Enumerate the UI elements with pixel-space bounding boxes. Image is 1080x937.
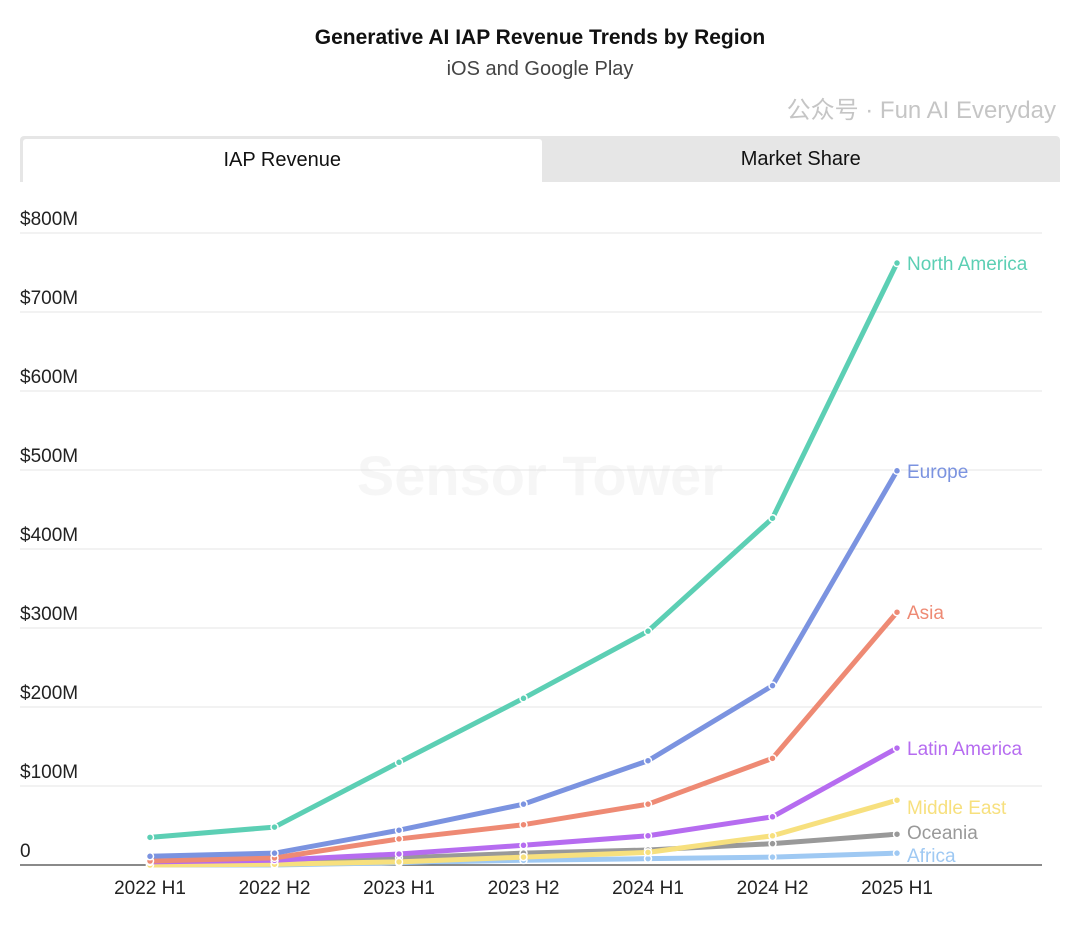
y-tick-label: $100M	[20, 762, 78, 783]
sensor-tower-watermark: Sensor Tower	[357, 444, 723, 507]
y-tick-label: 0	[20, 841, 31, 862]
data-point	[892, 743, 902, 753]
chart-title: Generative AI IAP Revenue Trends by Regi…	[314, 26, 766, 49]
data-point	[768, 839, 777, 848]
x-tick-label: 2022 H1	[114, 878, 186, 899]
data-point	[892, 848, 902, 858]
data-point	[892, 607, 902, 617]
data-point	[394, 758, 404, 767]
y-tick-label: $700M	[20, 288, 78, 309]
chart-subtitle: iOS and Google Play	[446, 58, 634, 80]
data-point	[519, 852, 528, 862]
x-tick-label: 2022 H2	[239, 878, 311, 899]
y-tick-label: $400M	[20, 525, 78, 546]
data-point	[145, 852, 155, 861]
data-point	[768, 754, 777, 763]
data-point	[768, 831, 777, 841]
x-tick-label: 2023 H2	[488, 878, 560, 899]
tab-iap-revenue[interactable]: IAP Revenue	[23, 139, 542, 182]
data-point	[394, 825, 404, 835]
x-tick-label: 2023 H1	[363, 878, 435, 899]
x-tick-label: 2025 H1	[861, 878, 933, 899]
data-point	[892, 829, 902, 839]
data-point	[394, 834, 404, 844]
data-point	[892, 466, 902, 476]
data-point	[643, 626, 653, 636]
series-label: Middle East	[907, 798, 1007, 819]
tab-market-share[interactable]: Market Share	[740, 147, 861, 170]
data-point	[892, 258, 902, 268]
data-point	[643, 756, 653, 765]
data-point	[768, 812, 777, 822]
y-tick-label: $500M	[20, 446, 78, 467]
y-tick-label: $800M	[20, 209, 78, 230]
data-point	[643, 799, 653, 809]
data-point	[394, 857, 404, 867]
data-point	[643, 848, 653, 857]
data-point	[270, 848, 279, 858]
data-point	[394, 849, 404, 859]
data-point	[270, 822, 279, 832]
series-label: North America	[907, 254, 1028, 275]
series-label: Asia	[907, 603, 944, 624]
data-point	[145, 833, 155, 842]
y-tick-label: $300M	[20, 604, 78, 625]
x-tick-label: 2024 H2	[737, 878, 809, 899]
data-point	[768, 681, 777, 690]
x-tick-label: 2024 H1	[612, 878, 684, 899]
data-point	[519, 694, 528, 703]
series-label: Oceania	[907, 823, 978, 844]
y-tick-label: $200M	[20, 683, 78, 704]
series-line	[147, 260, 900, 840]
data-point	[643, 831, 653, 841]
series-line	[147, 468, 900, 859]
data-point	[768, 852, 777, 862]
watermark-text: 公众号 · Fun AI Everyday	[786, 97, 1056, 124]
data-point	[519, 841, 528, 850]
tab-bar: IAP Revenue Market Share	[20, 136, 1060, 182]
data-point	[892, 795, 902, 805]
data-point	[519, 799, 528, 809]
series-label: Europe	[907, 462, 968, 483]
series-label: Africa	[907, 846, 956, 867]
data-point	[519, 820, 528, 829]
y-tick-label: $600M	[20, 367, 78, 388]
data-point	[768, 513, 777, 523]
series-label: Latin America	[907, 739, 1023, 760]
